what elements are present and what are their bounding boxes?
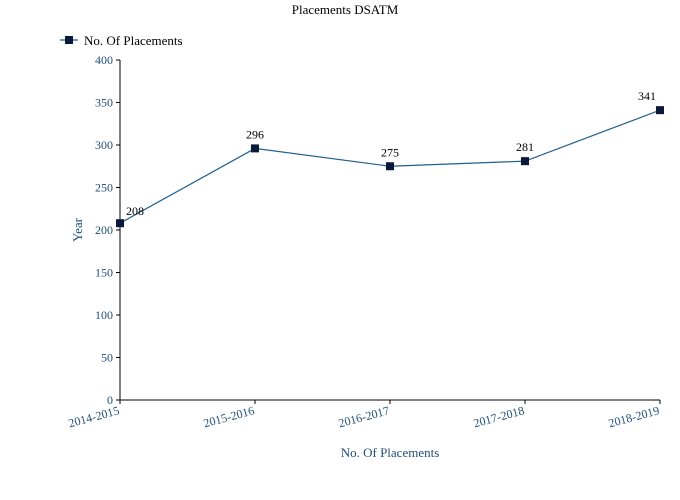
x-axis-label: No. Of Placements — [341, 445, 440, 460]
data-label: 281 — [516, 140, 534, 154]
data-label: 341 — [638, 89, 656, 103]
y-tick-label: 200 — [95, 223, 113, 237]
y-tick-label: 50 — [101, 351, 113, 365]
legend: No. Of Placements — [60, 33, 183, 48]
y-tick-label: 0 — [107, 393, 113, 407]
y-tick-label: 250 — [95, 181, 113, 195]
y-tick-label: 100 — [95, 308, 113, 322]
data-label: 296 — [246, 127, 264, 141]
legend-label: No. Of Placements — [84, 33, 183, 48]
x-tick-label: 2016-2017 — [337, 403, 391, 430]
y-tick-label: 150 — [95, 266, 113, 280]
data-label: 208 — [126, 204, 144, 218]
x-tick-label: 2017-2018 — [472, 403, 526, 430]
data-point — [521, 157, 529, 166]
data-point — [251, 144, 259, 153]
y-tick-label: 400 — [95, 53, 113, 67]
chart-title: Placements DSATM — [292, 2, 399, 17]
data-label: 275 — [381, 145, 399, 159]
x-tick-label: 2014-2015 — [67, 403, 121, 430]
data-point — [656, 106, 664, 115]
x-tick-label: 2018-2019 — [607, 403, 661, 430]
y-tick-label: 350 — [95, 96, 113, 110]
y-tick-label: 300 — [95, 138, 113, 152]
x-tick-label: 2015-2016 — [202, 403, 256, 430]
data-point — [116, 219, 124, 228]
plot-area: 0 50 100 150 200 250 300 350 400 2014-2015 2015-20… — [67, 53, 664, 430]
data-point — [386, 162, 394, 171]
y-axis-label: Year — [70, 217, 85, 242]
legend-marker — [65, 36, 73, 44]
